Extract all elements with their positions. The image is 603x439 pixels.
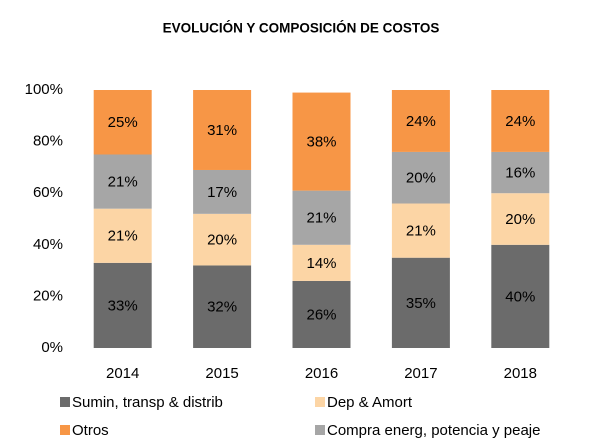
bar-segment xyxy=(491,151,550,194)
bar-segment xyxy=(391,257,450,348)
legend-label: Otros xyxy=(72,422,109,439)
legend-swatch xyxy=(60,397,70,407)
data-label: 26% xyxy=(306,306,336,323)
bar-segment xyxy=(391,90,450,152)
x-tick-label: 2015 xyxy=(205,365,238,382)
bar-segment xyxy=(193,265,252,348)
y-tick-label: 40% xyxy=(33,236,63,253)
bar-segment xyxy=(193,90,252,170)
data-label: 31% xyxy=(207,122,237,139)
data-label: 38% xyxy=(306,134,336,151)
bar-segment xyxy=(491,244,550,348)
data-label: 24% xyxy=(505,113,535,130)
legend-label: Sumin, transp & distrib xyxy=(72,394,223,411)
data-label: 33% xyxy=(108,297,138,314)
data-label: 14% xyxy=(306,255,336,272)
bar-segment xyxy=(292,190,351,245)
x-tick-label: 2018 xyxy=(504,365,537,382)
bar-segment xyxy=(292,244,351,281)
bar-segment xyxy=(391,203,450,258)
chart-title: EVOLUCIÓN Y COMPOSICIÓN DE COSTOS xyxy=(163,21,440,36)
bar-segment xyxy=(93,154,152,209)
data-label: 35% xyxy=(406,295,436,312)
x-tick-label: 2017 xyxy=(404,365,437,382)
bar-segment xyxy=(491,193,550,245)
legend-swatch xyxy=(315,425,325,435)
data-label: 21% xyxy=(108,228,138,245)
bar-segment xyxy=(93,262,152,348)
bar-segment xyxy=(391,151,450,204)
legend-swatch xyxy=(60,425,70,435)
data-label: 40% xyxy=(505,288,535,305)
data-label: 20% xyxy=(505,211,535,228)
data-label: 21% xyxy=(406,223,436,240)
y-tick-label: 100% xyxy=(25,81,63,98)
data-label: 21% xyxy=(306,210,336,227)
bar-segment xyxy=(93,90,152,155)
bar-segment xyxy=(292,92,351,191)
bar-segment xyxy=(292,280,351,348)
x-tick-label: 2016 xyxy=(305,365,338,382)
bar-segment xyxy=(193,169,252,214)
data-label: 25% xyxy=(108,114,138,131)
y-tick-label: 0% xyxy=(41,339,63,356)
data-label: 20% xyxy=(207,232,237,249)
y-tick-label: 60% xyxy=(33,184,63,201)
x-tick-label: 2014 xyxy=(106,365,139,382)
legend-swatch xyxy=(315,397,325,407)
data-label: 20% xyxy=(406,170,436,187)
y-tick-label: 20% xyxy=(33,287,63,304)
data-label: 17% xyxy=(207,184,237,201)
legend-label: Compra energ, potencia y peaje xyxy=(327,422,540,439)
y-tick-label: 80% xyxy=(33,133,63,150)
legend-label: Dep & Amort xyxy=(327,394,413,411)
data-label: 32% xyxy=(207,299,237,316)
data-label: 21% xyxy=(108,174,138,191)
data-label: 16% xyxy=(505,165,535,182)
bar-segment xyxy=(491,90,550,152)
data-label: 24% xyxy=(406,113,436,130)
bar-segment xyxy=(193,213,252,266)
bar-segment xyxy=(93,208,152,263)
